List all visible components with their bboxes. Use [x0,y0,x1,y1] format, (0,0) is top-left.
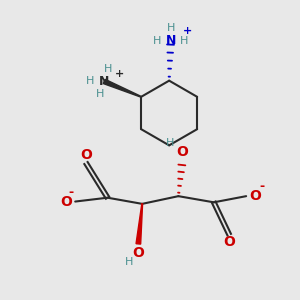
Text: H: H [96,89,104,99]
Text: H: H [180,36,189,46]
Text: H: H [104,64,112,74]
Text: N: N [99,75,110,88]
Text: O: O [176,145,188,159]
Text: O: O [60,195,72,208]
Text: O: O [132,246,144,260]
Text: O: O [250,189,261,203]
Text: +: + [183,26,192,36]
Text: O: O [80,148,92,162]
Text: -: - [259,180,264,194]
Text: H: H [167,23,175,33]
Text: H: H [125,257,133,267]
Polygon shape [136,204,142,244]
Text: H: H [86,76,94,86]
Text: N: N [166,34,176,47]
Text: O: O [223,236,235,249]
Text: H: H [166,138,174,148]
Text: H: H [153,36,161,46]
Text: +: + [115,69,124,79]
Text: -: - [69,186,74,199]
Polygon shape [103,79,141,97]
